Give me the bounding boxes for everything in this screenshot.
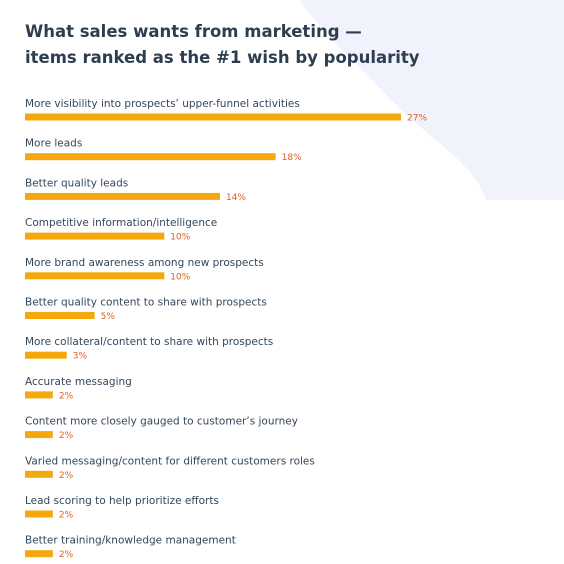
chart-title-line-2: items ranked as the #1 wish by popularit… [25, 48, 420, 67]
value-label: 27% [407, 114, 427, 124]
value-label: 14% [226, 193, 246, 203]
value-label: 2% [59, 391, 74, 401]
category-label: Varied messaging/content for different c… [25, 455, 315, 467]
category-label: More brand awareness among new prospects [25, 257, 264, 269]
category-label: Content more closely gauged to customer’… [25, 416, 298, 428]
bar [25, 431, 53, 439]
value-label: 5% [101, 312, 116, 322]
category-label: More collateral/content to share with pr… [25, 336, 273, 348]
category-label: Better quality leads [25, 177, 128, 189]
value-label: 10% [170, 272, 190, 282]
value-label: 2% [59, 431, 74, 441]
category-label: Better quality content to share with pro… [25, 297, 267, 309]
category-label: More leads [25, 138, 82, 150]
value-label: 2% [59, 471, 74, 481]
bar [25, 113, 401, 121]
category-label: Lead scoring to help prioritize efforts [25, 495, 219, 507]
bar [25, 391, 53, 399]
category-label: More visibility into prospects’ upper-fu… [25, 98, 300, 110]
value-label: 18% [282, 153, 302, 163]
category-label: Better training/knowledge management [25, 535, 236, 547]
bar [25, 510, 53, 518]
value-label: 2% [59, 550, 74, 560]
bar [25, 153, 276, 161]
bar [25, 232, 165, 240]
chart-title: What sales wants from marketing — items … [25, 19, 465, 71]
bar [25, 272, 165, 280]
bar [25, 550, 53, 558]
bar [25, 351, 67, 359]
value-label: 10% [170, 233, 190, 243]
bar [25, 312, 95, 319]
bar [25, 192, 220, 200]
category-label: Accurate messaging [25, 376, 132, 388]
bar [25, 470, 53, 478]
category-label: Competitive information/intelligence [25, 217, 217, 229]
value-label: 3% [73, 352, 88, 362]
value-label: 2% [59, 511, 74, 521]
chart-title-line-1: What sales wants from marketing — [25, 22, 362, 41]
